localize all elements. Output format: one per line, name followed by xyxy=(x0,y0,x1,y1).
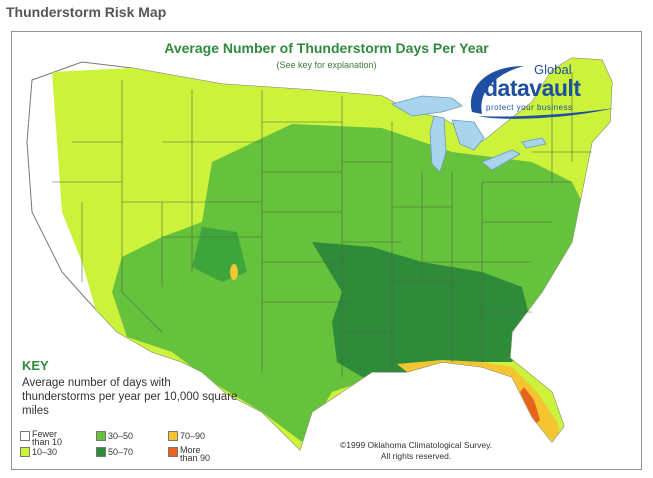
legend-swatch xyxy=(96,447,106,457)
logo-swoosh-icon xyxy=(470,66,614,119)
legend-label: 70–90 xyxy=(180,431,206,441)
copyright: ©1999 Oklahoma Climatological Survey. Al… xyxy=(340,440,492,462)
page-title: Thunderstorm Risk Map xyxy=(6,4,167,20)
logo-global-text: Global xyxy=(534,62,572,77)
region-50-70 xyxy=(312,242,532,377)
copyright-line-2: All rights reserved. xyxy=(380,451,452,461)
lake-ontario xyxy=(521,137,547,149)
legend-swatch xyxy=(20,431,30,441)
lake-michigan xyxy=(429,115,447,173)
legend-label: 10–30 xyxy=(32,447,58,457)
legend-swatch xyxy=(168,447,178,457)
global-datavault-logo[interactable]: Global datavault protect your business xyxy=(464,60,624,122)
legend-label: 30–50 xyxy=(108,431,134,441)
thunderstorm-map xyxy=(26,57,613,451)
legend-swatch xyxy=(20,447,30,457)
key-description: Average number of days with thunderstorm… xyxy=(22,377,238,417)
lake-erie xyxy=(481,149,521,171)
logo-datavault-text: datavault xyxy=(484,75,581,101)
legend-swatch xyxy=(168,431,178,441)
region-more-than-90 xyxy=(520,387,540,424)
copyright-line-1: ©1999 Oklahoma Climatological Survey. xyxy=(340,440,493,450)
map-frame: Average Number of Thunderstorm Days Per … xyxy=(11,31,642,470)
key-title: KEY xyxy=(22,358,49,373)
legend-label: Fewer than 10 xyxy=(32,429,63,447)
region-70-90-colorado xyxy=(230,264,238,280)
legend-swatch xyxy=(96,431,106,441)
legend-label: 50–70 xyxy=(108,447,134,457)
lake-huron xyxy=(451,119,485,151)
map-title: Average Number of Thunderstorm Days Per … xyxy=(164,40,489,56)
legend-label: More than 90 xyxy=(180,445,211,463)
region-70-90 xyxy=(397,360,562,442)
map-subtitle: (See key for explanation) xyxy=(276,60,377,70)
lake-superior xyxy=(390,95,463,117)
state-borders xyxy=(52,72,592,377)
logo-tagline: protect your business xyxy=(486,103,573,112)
